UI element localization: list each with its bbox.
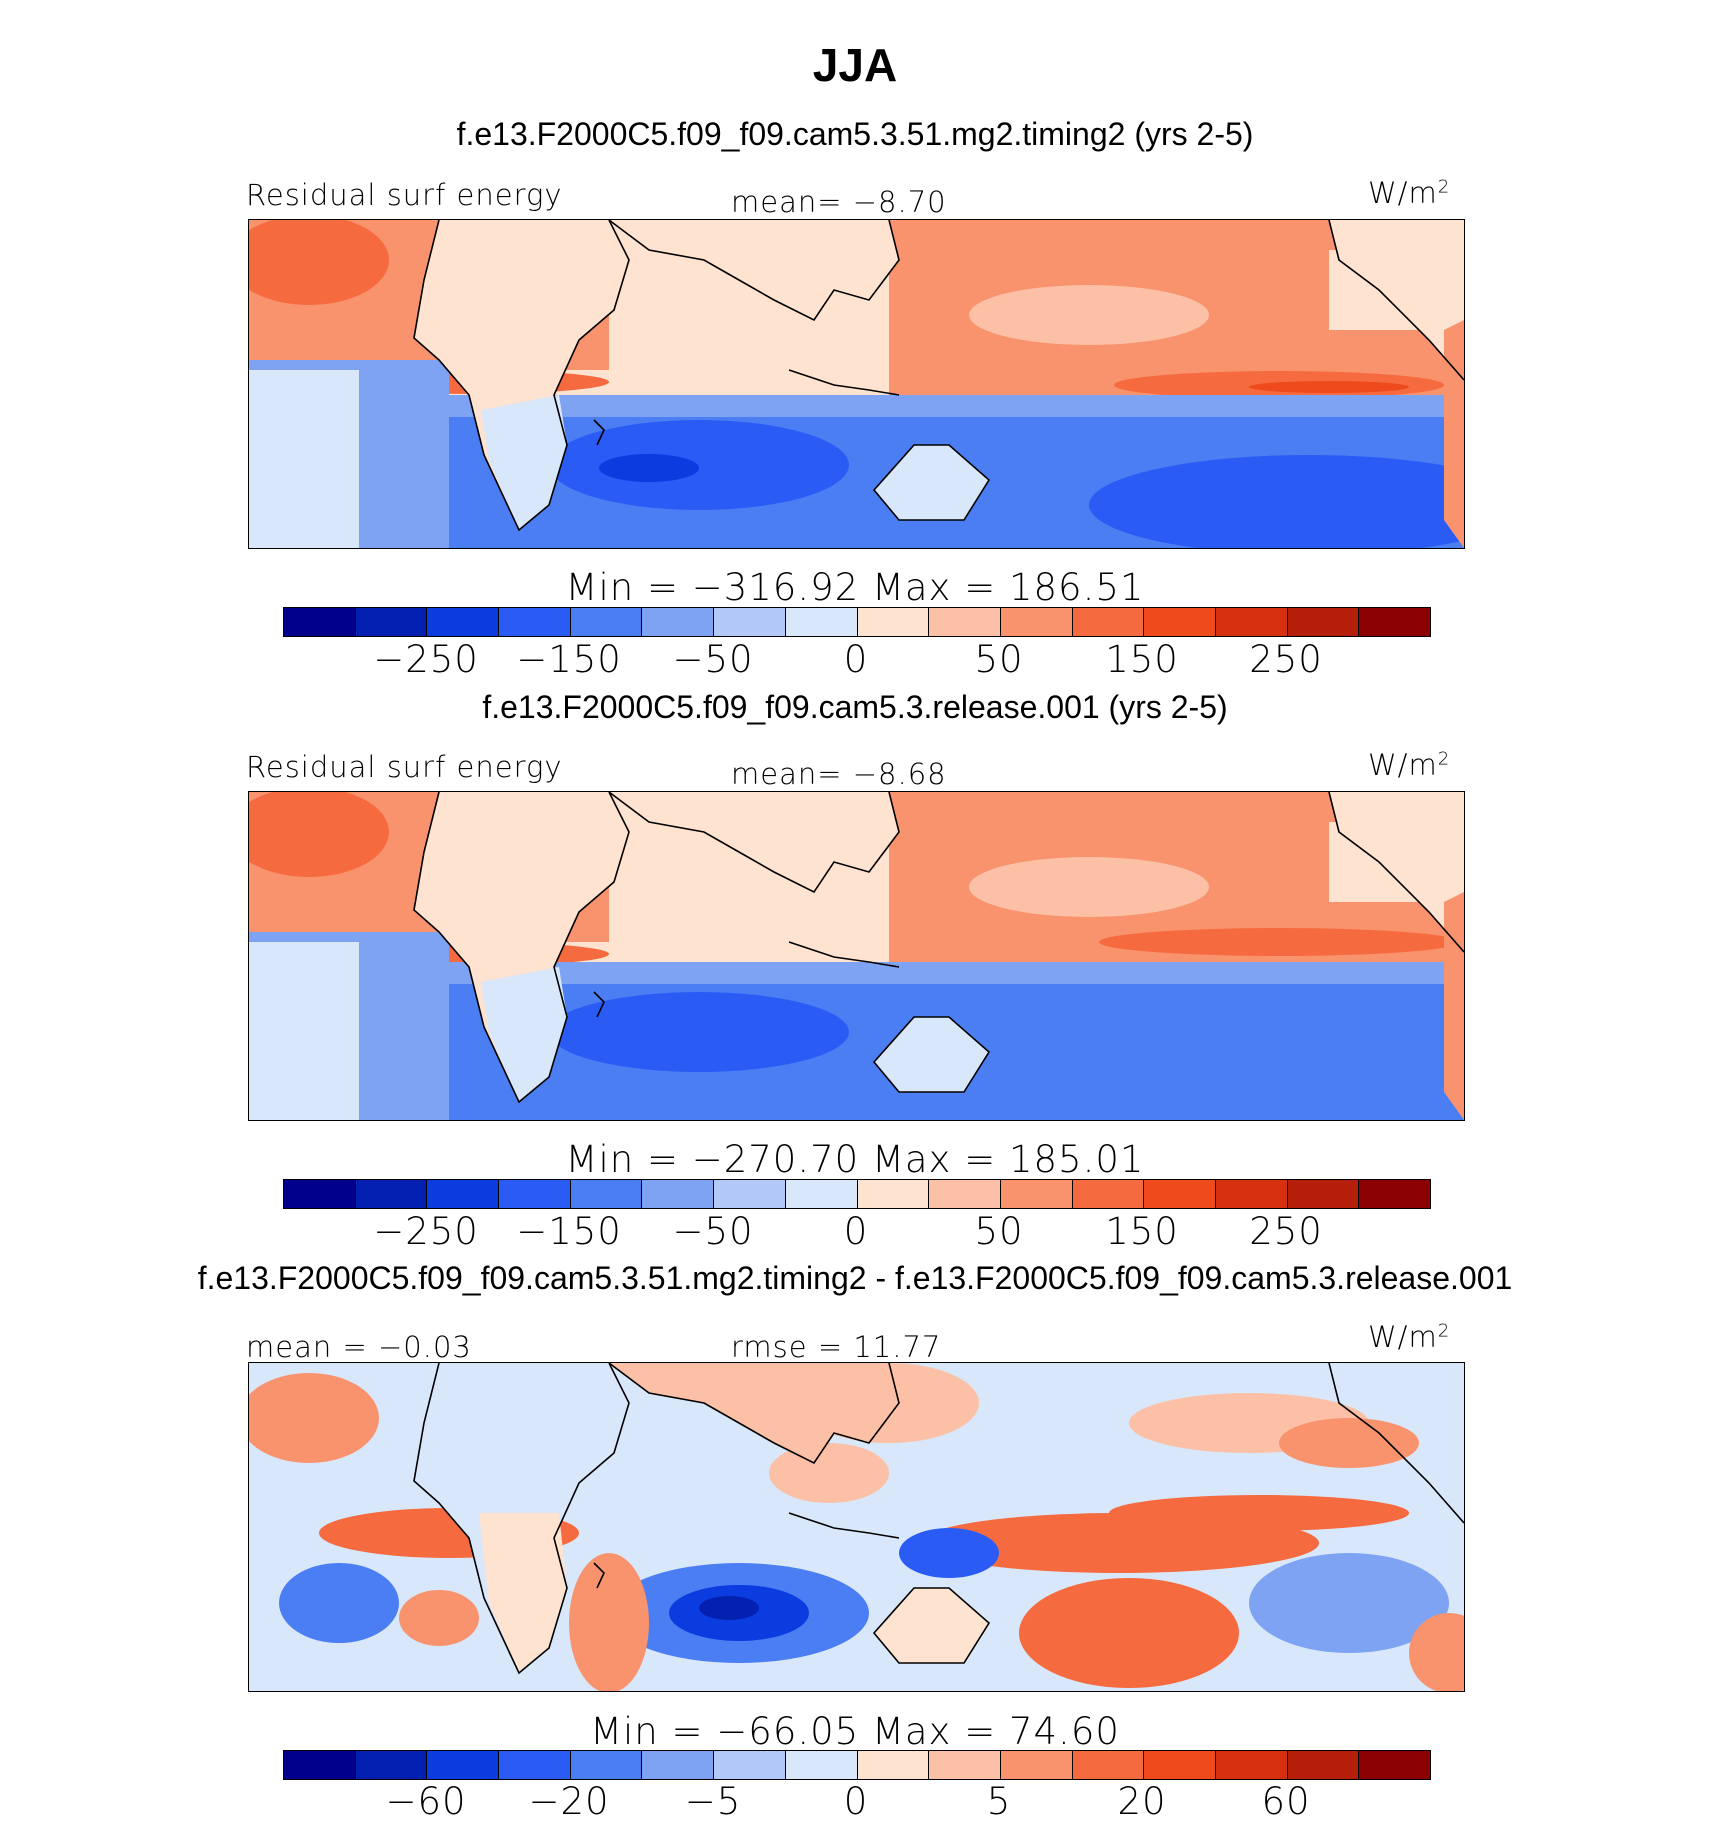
colorbar-swatch (1144, 1180, 1216, 1208)
colorbar-swatch (427, 608, 500, 636)
panel1-map-plot (249, 220, 1464, 548)
panel1-cbar-tick: −50 (672, 638, 754, 681)
colorbar-swatch (1215, 608, 1288, 636)
panel2-colorbar (283, 1179, 1431, 1209)
colorbar-swatch (1000, 1180, 1073, 1208)
colorbar-swatch (427, 1751, 500, 1779)
colorbar-swatch (1287, 1751, 1360, 1779)
panel1-variable-label: Residual surf energy (246, 178, 563, 212)
figure-title: JJA (812, 39, 898, 91)
panel2-map-plot (249, 792, 1464, 1120)
colorbar-swatch (499, 608, 571, 636)
panel2-cbar-tick: 0 (843, 1210, 869, 1253)
colorbar-swatch (1072, 1180, 1145, 1208)
colorbar-swatch (499, 1180, 571, 1208)
colorbar-swatch (1287, 608, 1360, 636)
panel1-mean-label: mean= −8.70 (731, 185, 947, 219)
colorbar-swatch (1000, 1751, 1073, 1779)
colorbar-swatch (857, 1180, 930, 1208)
panel3-rmse-label: rmse = 11.77 (731, 1330, 942, 1364)
panel3-cbar-tick: 20 (1117, 1780, 1167, 1823)
colorbar-swatch (284, 1751, 356, 1779)
panel2-cbar-tick: −50 (672, 1210, 754, 1253)
colorbar-swatch (284, 608, 356, 636)
panel3-cbar-tick: 60 (1261, 1780, 1311, 1823)
colorbar-swatch (929, 1180, 1001, 1208)
panel1-units-label: W/m2 (1368, 176, 1451, 210)
colorbar-swatch (1359, 608, 1430, 636)
panel2-variable-label: Residual surf energy (246, 750, 563, 784)
colorbar-swatch (1287, 1180, 1360, 1208)
panel3-map (248, 1362, 1465, 1692)
colorbar-swatch (714, 1751, 786, 1779)
panel1-cbar-tick: 150 (1105, 638, 1179, 681)
colorbar-swatch (714, 1180, 786, 1208)
panel2-units-label: W/m2 (1368, 748, 1451, 782)
colorbar-swatch (929, 1751, 1001, 1779)
panel3-cbar-tick: −5 (684, 1780, 742, 1823)
colorbar-swatch (1359, 1180, 1430, 1208)
colorbar-swatch (785, 1751, 858, 1779)
panel3-map-plot (249, 1363, 1464, 1691)
panel3-cbar-tick: −20 (528, 1780, 610, 1823)
panel1-cbar-tick: 50 (974, 638, 1024, 681)
panel2-mean-label: mean= −8.68 (731, 757, 947, 791)
colorbar-swatch (570, 608, 643, 636)
panel2-cbar-tick: −250 (373, 1210, 479, 1253)
panel3-case-title: f.e13.F2000C5.f09_f09.cam5.3.51.mg2.timi… (197, 1260, 1513, 1296)
colorbar-swatch (642, 1180, 715, 1208)
colorbar-swatch (714, 608, 786, 636)
colorbar-swatch (929, 608, 1001, 636)
colorbar-swatch (857, 608, 930, 636)
panel2-cbar-tick: 50 (974, 1210, 1024, 1253)
colorbar-swatch (1000, 608, 1073, 636)
colorbar-swatch (1215, 1751, 1288, 1779)
panel1-cbar-tick: −150 (516, 638, 622, 681)
panel3-colorbar (283, 1750, 1431, 1780)
colorbar-swatch (570, 1751, 643, 1779)
colorbar-swatch (1144, 608, 1216, 636)
panel1-cbar-tick: 0 (843, 638, 869, 681)
colorbar-swatch (355, 608, 428, 636)
colorbar-swatch (355, 1751, 428, 1779)
panel1-cbar-tick: 250 (1249, 638, 1323, 681)
panel3-units-label: W/m2 (1368, 1320, 1451, 1354)
panel2-map (248, 791, 1465, 1121)
colorbar-swatch (1359, 1751, 1430, 1779)
colorbar-swatch (642, 1751, 715, 1779)
panel1-colorbar (283, 607, 1431, 637)
colorbar-swatch (355, 1180, 428, 1208)
panel2-cbar-tick: 250 (1249, 1210, 1323, 1253)
colorbar-swatch (1144, 1751, 1216, 1779)
colorbar-swatch (499, 1751, 571, 1779)
panel2-case-title: f.e13.F2000C5.f09_f09.cam5.3.release.001… (482, 689, 1228, 725)
colorbar-swatch (570, 1180, 643, 1208)
colorbar-swatch (1072, 608, 1145, 636)
colorbar-swatch (642, 608, 715, 636)
colorbar-swatch (427, 1180, 500, 1208)
panel3-mean-label: mean = −0.03 (246, 1330, 472, 1364)
colorbar-swatch (785, 1180, 858, 1208)
panel1-case-title: f.e13.F2000C5.f09_f09.cam5.3.51.mg2.timi… (456, 116, 1254, 152)
panel2-cbar-tick: 150 (1105, 1210, 1179, 1253)
colorbar-swatch (857, 1751, 930, 1779)
panel2-minmax: Min = −270.70 Max = 185.01 (565, 1138, 1145, 1181)
panel3-cbar-tick: 5 (986, 1780, 1012, 1823)
colorbar-swatch (284, 1180, 356, 1208)
panel3-cbar-tick: 0 (843, 1780, 869, 1823)
panel2-cbar-tick: −150 (516, 1210, 622, 1253)
colorbar-swatch (1215, 1180, 1288, 1208)
panel1-minmax: Min = −316.92 Max = 186.51 (565, 566, 1145, 609)
panel3-minmax: Min = −66.05 Max = 74.60 (590, 1710, 1120, 1753)
colorbar-swatch (785, 608, 858, 636)
panel3-cbar-tick: −60 (385, 1780, 467, 1823)
panel1-cbar-tick: −250 (373, 638, 479, 681)
colorbar-swatch (1072, 1751, 1145, 1779)
panel1-map (248, 219, 1465, 549)
